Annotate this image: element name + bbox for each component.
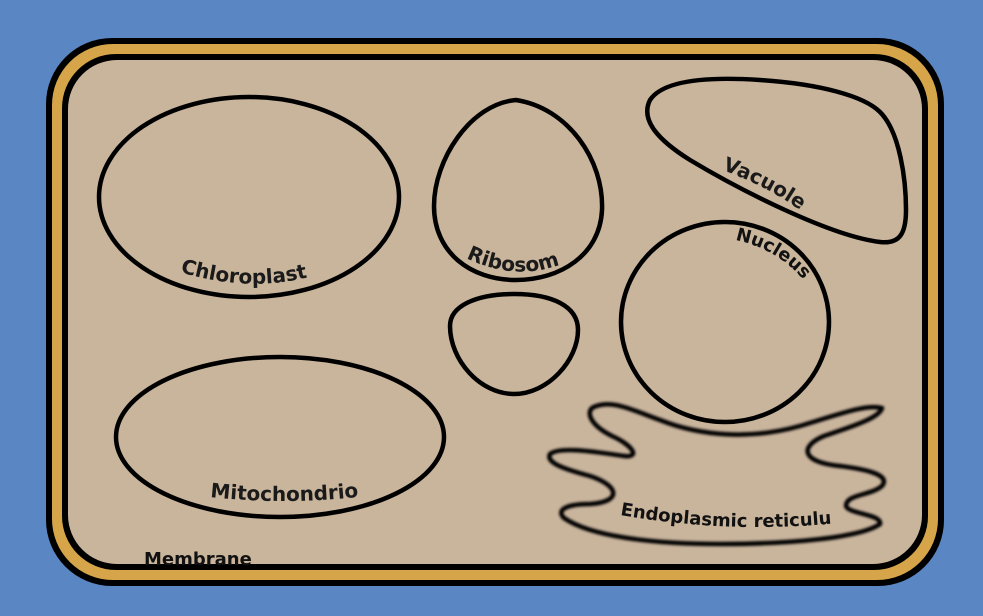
endoplasmic-reticulum-shape (547, 402, 886, 547)
chloroplast-shape (96, 94, 402, 300)
small-organelle-shape (447, 291, 581, 397)
ribosome-shape (431, 97, 605, 283)
nucleus-shape (618, 219, 832, 425)
vacuole-shape (645, 76, 909, 245)
mitochondrion-shape (113, 354, 447, 520)
cytoplasm (68, 60, 922, 564)
membrane-label: Membrane (144, 549, 252, 570)
